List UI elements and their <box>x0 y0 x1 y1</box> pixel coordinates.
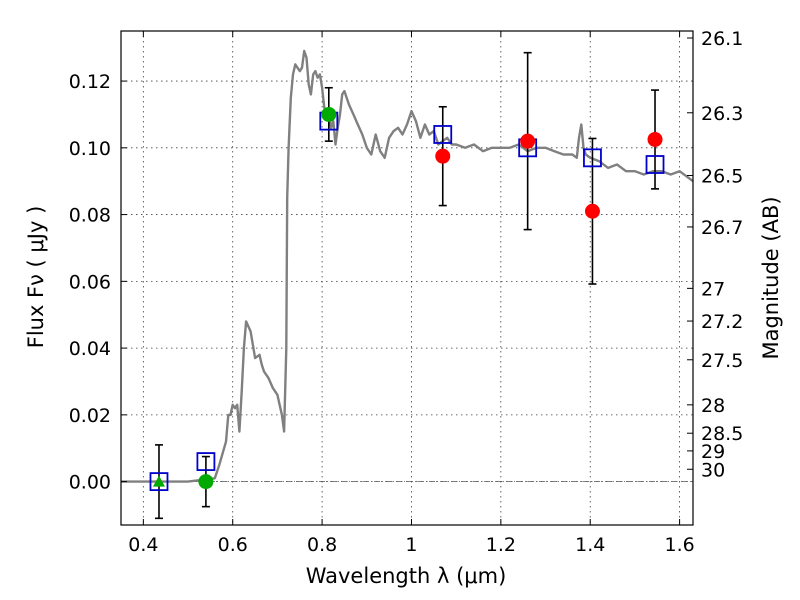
y-tick-label: 0.00 <box>69 472 111 494</box>
marker-layer <box>149 51 665 520</box>
magnitude-tick-label: 26.3 <box>701 103 743 125</box>
y-axis-title: Flux Fν ( μJy ) <box>24 206 48 349</box>
magnitude-tick-label: 27 <box>701 278 725 300</box>
x-tick-label: 1.2 <box>486 534 516 556</box>
y-tick-label: 0.10 <box>69 138 111 160</box>
x-tick-label: 0.6 <box>218 534 248 556</box>
plot-frame <box>120 30 694 526</box>
magnitude-tick-label: 27.2 <box>701 311 743 333</box>
x-tick-label: 1 <box>405 534 417 556</box>
measured-flux-point <box>321 106 337 122</box>
y-tick-label: 0.12 <box>69 71 111 93</box>
model-flux-square <box>645 155 665 174</box>
measured-flux-triangle <box>152 475 165 487</box>
magnitude-tick-label: 26.5 <box>701 166 743 188</box>
measured-flux-point <box>584 203 600 219</box>
magnitude-tick-label: 28 <box>701 395 725 417</box>
model-flux-square <box>149 472 169 492</box>
x-axis-title: Wavelength λ (μm) <box>306 564 507 588</box>
measured-flux-point <box>647 131 663 147</box>
magnitude-tick-label: 29 <box>701 441 725 463</box>
model-flux-square <box>433 125 453 144</box>
x-tick-label: 0.4 <box>128 534 158 556</box>
x-tick-label: 0.8 <box>307 534 337 556</box>
magnitude-tick-label: 27.5 <box>701 350 743 372</box>
y-tick-label: 0.06 <box>69 271 111 293</box>
y-tick-label: 0.02 <box>69 405 111 427</box>
magnitude-tick-label: 28.5 <box>701 423 743 445</box>
x-tick-label: 1.6 <box>664 534 694 556</box>
measured-flux-point <box>435 148 451 164</box>
sed-model-line <box>121 49 694 483</box>
tick-layer: 0.4 0.6 0.8 1 1.2 1.4 1.6 0.00 0.02 0.04 0.06 0.08 0… <box>69 28 744 556</box>
model-flux-square <box>583 148 602 168</box>
model-flux-square <box>196 452 216 471</box>
sed-layer <box>121 49 694 483</box>
measured-flux-point <box>520 133 536 149</box>
magnitude-tick-label: 30 <box>701 459 725 481</box>
y-tick-label: 0.04 <box>69 338 111 360</box>
measured-flux-point <box>198 474 214 490</box>
magnitude-tick-label: 26.7 <box>701 217 743 239</box>
right-axis-title: Magnitude (AB) <box>759 196 783 359</box>
x-tick-label: 1.4 <box>575 534 605 556</box>
magnitude-tick-label: 26.1 <box>701 28 743 50</box>
grid-lines <box>121 31 693 525</box>
y-tick-label: 0.08 <box>69 205 111 227</box>
